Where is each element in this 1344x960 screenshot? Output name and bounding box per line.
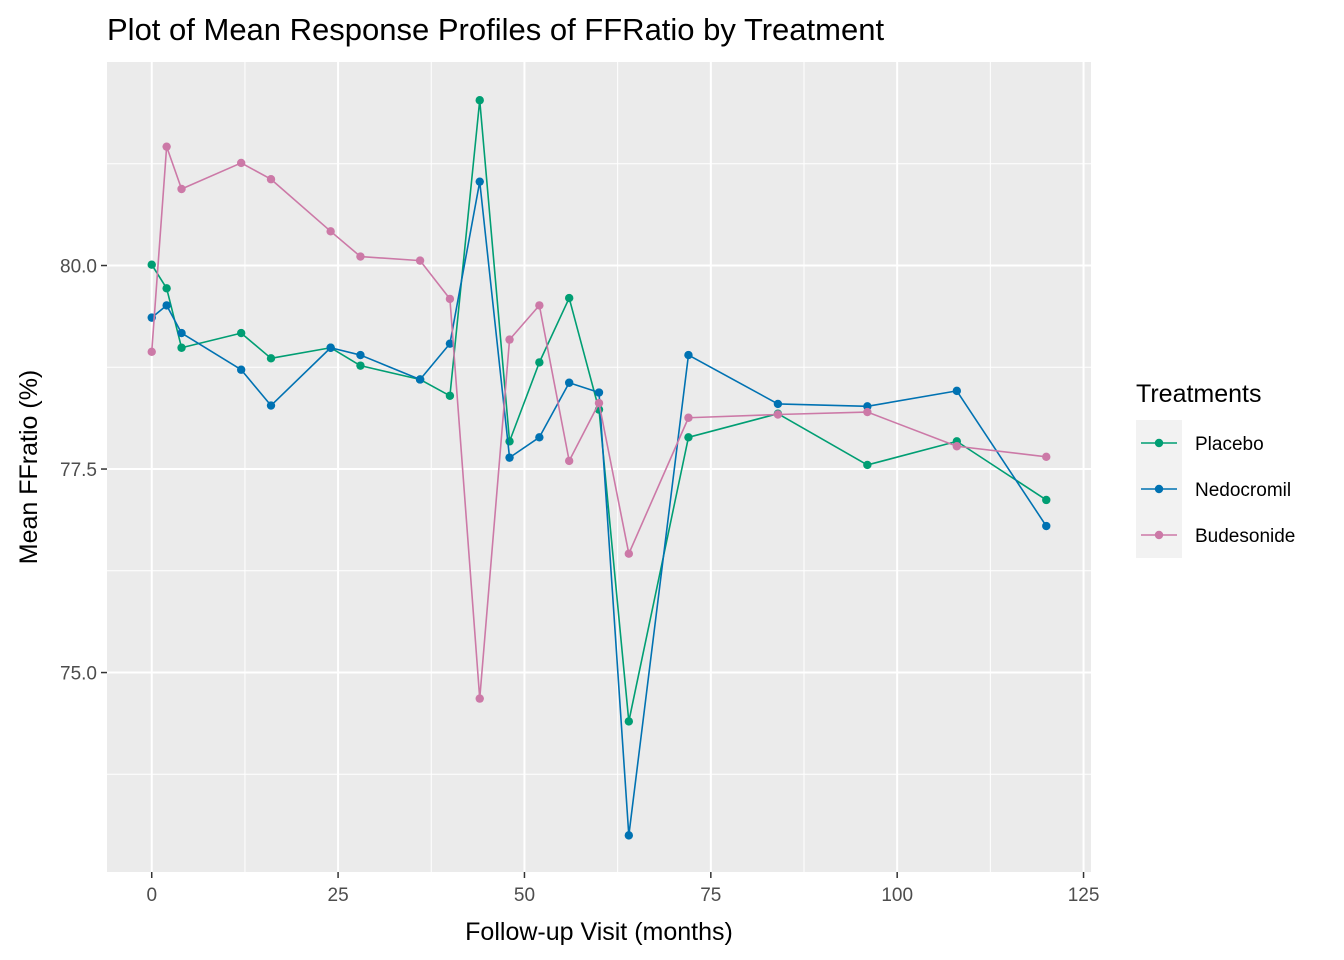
data-point: [236, 365, 246, 374]
series-line: [151, 99, 1047, 723]
data-point: [1042, 452, 1051, 462]
data-point: [475, 177, 484, 186]
data-point: [505, 335, 514, 344]
data-point: [773, 410, 783, 419]
data-point: [594, 388, 604, 397]
data-point: [594, 398, 604, 408]
data-point: [535, 433, 544, 442]
data-point: [162, 142, 171, 151]
data-point: [266, 175, 276, 184]
data-point: [326, 343, 335, 352]
data-point: [475, 694, 484, 703]
data-point: [445, 294, 455, 304]
data-point: [624, 831, 634, 840]
data-point: [177, 343, 186, 352]
data-point: [177, 328, 186, 338]
data-point: [356, 361, 365, 370]
x-tick-label: 50: [514, 885, 535, 906]
data-point: [1042, 495, 1051, 505]
series-line: [150, 145, 1047, 700]
chart-title: Plot of Mean Response Profiles of FFRati…: [107, 12, 884, 47]
data-point: [266, 354, 276, 363]
data-point: [684, 413, 693, 422]
x-axis-title: Follow-up Visit (months): [465, 918, 733, 946]
legend-key-point: [1154, 484, 1164, 494]
legend-label: Placebo: [1195, 434, 1264, 455]
data-point: [236, 158, 246, 168]
data-point: [952, 386, 962, 396]
y-tick-label: 77.5: [60, 460, 97, 481]
data-point: [356, 252, 365, 261]
data-point: [773, 399, 783, 409]
series-line: [151, 180, 1047, 837]
x-tick-label: 75: [700, 885, 721, 906]
legend-key-point: [1154, 438, 1164, 448]
data-point: [684, 433, 693, 442]
series-nedocromil: [147, 177, 1051, 840]
y-axis-title: Mean FFratio (%): [15, 370, 43, 564]
legend: Treatments Placebo Nedocromil Budesonide: [1136, 380, 1295, 558]
legend-key-point: [1154, 530, 1164, 540]
data-point: [266, 401, 276, 410]
plot-panel: [107, 62, 1091, 872]
data-point: [445, 339, 455, 348]
data-point: [1042, 521, 1051, 531]
data-point: [445, 391, 455, 400]
x-tick-label: 0: [146, 885, 157, 906]
series-budesonide: [147, 142, 1051, 703]
data-point: [147, 347, 156, 357]
data-point: [624, 549, 634, 558]
data-point: [863, 407, 872, 417]
data-point: [475, 96, 484, 105]
data-point: [356, 350, 365, 360]
x-tick-label: 25: [328, 885, 349, 906]
data-point: [564, 378, 574, 387]
legend-label: Budesonide: [1195, 526, 1295, 547]
data-point: [505, 437, 514, 446]
x-tick-label: 100: [881, 885, 913, 906]
data-point: [624, 717, 634, 726]
data-point: [177, 184, 186, 194]
data-point: [505, 453, 514, 462]
axes: 0 25 50 75 100 125 75.0 77.5 80.0: [60, 257, 1099, 906]
data-point: [535, 301, 544, 310]
data-point: [564, 456, 574, 466]
data-point: [684, 350, 693, 360]
legend-title: Treatments: [1136, 380, 1262, 408]
y-tick-label: 75.0: [60, 664, 97, 685]
data-point: [952, 442, 962, 451]
data-point: [162, 301, 171, 310]
grid-lines: [107, 62, 1091, 872]
x-tick-label: 125: [1068, 885, 1100, 906]
data-point: [535, 358, 544, 367]
series-layer: [147, 96, 1051, 840]
data-point: [147, 260, 156, 269]
legend-label: Nedocromil: [1195, 480, 1291, 501]
data-point: [863, 460, 872, 470]
y-tick-label: 80.0: [60, 257, 97, 278]
data-point: [415, 256, 425, 265]
data-point: [564, 293, 574, 303]
data-point: [162, 284, 171, 293]
data-point: [326, 227, 335, 236]
data-point: [415, 375, 425, 384]
data-point: [236, 328, 246, 338]
